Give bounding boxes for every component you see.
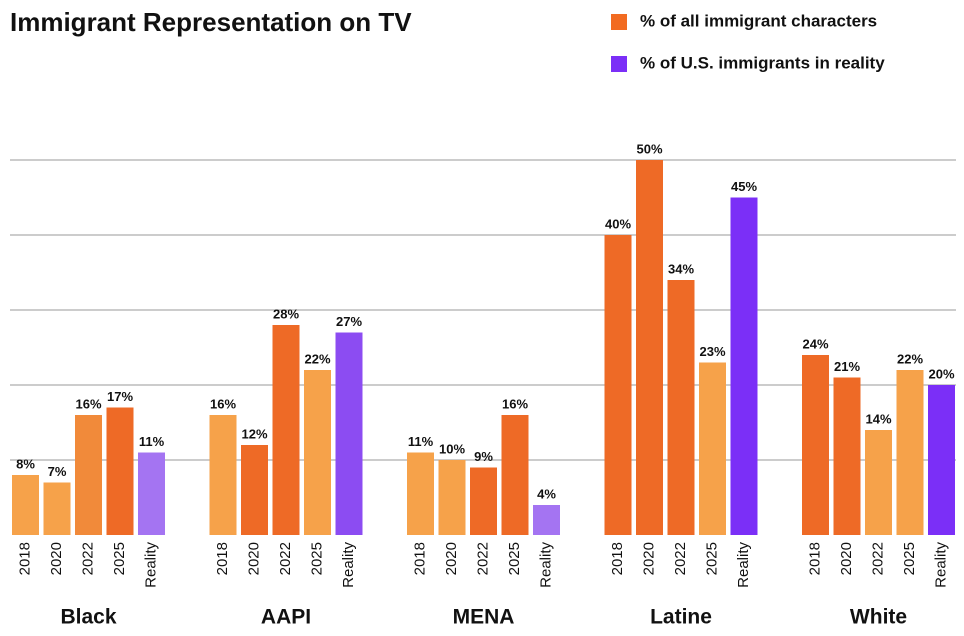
x-tick-label: 2020 <box>640 542 657 575</box>
value-label: 4% <box>537 486 556 501</box>
x-tick-label: 2018 <box>214 542 231 575</box>
value-label: 22% <box>304 351 330 366</box>
group-label: Latine <box>650 606 712 629</box>
value-label: 20% <box>928 366 954 381</box>
bar <box>730 197 758 535</box>
bar <box>896 370 924 535</box>
x-tick-label: Reality <box>735 542 752 588</box>
bar <box>272 325 300 535</box>
bar <box>438 460 466 535</box>
x-tick-label: 2022 <box>277 542 294 575</box>
x-tick-label: 2020 <box>245 542 262 575</box>
bar <box>470 467 497 535</box>
group-label: White <box>850 606 907 629</box>
x-tick-label: 2025 <box>308 542 325 575</box>
x-tick-label: 2018 <box>411 542 428 575</box>
legend-label: % of all immigrant characters <box>640 11 877 30</box>
x-tick-label: 2025 <box>506 542 523 575</box>
bar <box>43 482 71 535</box>
bar <box>501 415 529 535</box>
bar <box>636 160 663 535</box>
x-tick-label: 2025 <box>703 542 720 575</box>
value-label: 8% <box>16 456 35 471</box>
bar <box>667 280 695 535</box>
bar <box>833 377 861 535</box>
legend-label: % of U.S. immigrants in reality <box>640 53 885 72</box>
bar <box>802 355 829 535</box>
value-label: 45% <box>731 179 757 194</box>
value-label: 14% <box>865 411 891 426</box>
bar <box>407 452 434 535</box>
x-tick-label: Reality <box>537 542 554 588</box>
bar <box>75 415 102 535</box>
bar <box>928 385 955 535</box>
value-label: 16% <box>210 396 236 411</box>
x-tick-label: Reality <box>340 542 357 588</box>
bar <box>865 430 892 535</box>
x-tick-label: 2022 <box>474 542 491 575</box>
bar <box>699 362 726 535</box>
x-tick-label: 2022 <box>672 542 689 575</box>
value-label: 11% <box>408 434 434 449</box>
value-label: 16% <box>75 396 101 411</box>
value-label: 12% <box>241 426 267 441</box>
legend-swatch <box>611 14 627 30</box>
value-label: 23% <box>699 344 725 359</box>
legend-swatch <box>611 56 627 72</box>
x-tick-label: 2022 <box>869 542 886 575</box>
value-label: 10% <box>439 441 465 456</box>
x-tick-label: 2018 <box>16 542 33 575</box>
group-label: Black <box>60 606 116 629</box>
value-label: 28% <box>273 306 299 321</box>
bar <box>533 505 560 535</box>
x-tick-label: 2018 <box>806 542 823 575</box>
x-tick-label: 2020 <box>443 542 460 575</box>
bar <box>106 407 134 535</box>
value-label: 21% <box>834 359 860 374</box>
value-label: 11% <box>139 434 165 449</box>
value-label: 27% <box>336 314 362 329</box>
bar <box>12 475 39 535</box>
bar <box>335 332 363 535</box>
group-label: AAPI <box>261 606 311 629</box>
value-label: 50% <box>636 141 662 156</box>
x-tick-label: 2018 <box>609 542 626 575</box>
bar <box>241 445 268 535</box>
value-label: 17% <box>107 389 133 404</box>
bar <box>304 370 331 535</box>
value-label: 7% <box>48 464 67 479</box>
x-tick-label: 2020 <box>838 542 855 575</box>
value-label: 22% <box>897 351 923 366</box>
x-tick-label: 2020 <box>48 542 65 575</box>
value-label: 34% <box>668 261 694 276</box>
value-label: 40% <box>605 216 631 231</box>
value-label: 24% <box>802 336 828 351</box>
x-tick-label: Reality <box>932 542 949 588</box>
chart-title: Immigrant Representation on TV <box>10 7 412 37</box>
x-tick-label: 2022 <box>79 542 96 575</box>
x-tick-label: Reality <box>142 542 159 588</box>
bar <box>209 415 237 535</box>
x-tick-label: 2025 <box>111 542 128 575</box>
bar <box>138 452 165 535</box>
bar <box>604 235 632 535</box>
x-tick-label: 2025 <box>901 542 918 575</box>
value-label: 9% <box>474 449 493 464</box>
value-label: 16% <box>502 396 528 411</box>
group-label: MENA <box>453 606 515 629</box>
